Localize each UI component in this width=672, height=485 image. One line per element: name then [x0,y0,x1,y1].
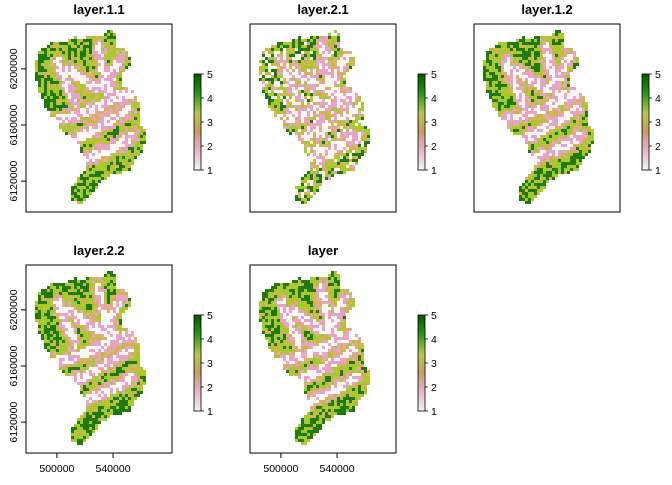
panel-3: layer.1.2 1 2 3 4 5 [474,2,661,212]
legend-label: 5 [207,310,213,322]
legend-label: 2 [655,141,661,153]
legend-label: 1 [207,406,213,418]
legend-label: 2 [207,141,213,153]
legend: 1 2 3 4 5 [642,69,661,177]
y-tick-label: 6120000 [8,161,20,202]
legend: 1 2 3 4 5 [194,69,213,177]
legend-label: 3 [431,358,437,370]
legend-label: 5 [431,69,437,81]
raster-map [35,30,146,204]
panel-title: layer.1.1 [73,2,124,17]
legend-label: 1 [431,165,437,177]
panel-2: layer.2.1 1 2 3 4 5 [250,2,437,212]
panel-1: layer.1.1 6120000 6160000 6200000 1 2 3 4 5 [8,2,213,212]
y-tick-label: 6160000 [8,104,20,145]
legend: 1 2 3 4 5 [418,69,437,177]
legend-label: 5 [207,69,213,81]
legend-label: 3 [207,358,213,370]
panel-4: layer.2.2 6120000 6160000 6200000 500000 5400… [8,243,213,475]
legend-label: 1 [655,165,661,177]
y-tick-label: 6200000 [8,48,20,89]
legend-label: 3 [655,117,661,129]
panel-title: layer.2.2 [73,243,124,258]
legend-label: 3 [431,117,437,129]
legend-label: 4 [207,334,213,346]
legend-label: 4 [655,93,661,105]
legend-label: 2 [431,382,437,394]
legend-label: 2 [431,141,437,153]
legend-label: 2 [207,382,213,394]
x-tick-label: 500000 [39,463,74,475]
legend-label: 4 [431,334,437,346]
panel-5: layer 500000 540000 1 2 3 4 5 [250,243,437,475]
panel-title: layer.2.1 [297,2,348,17]
legend-label: 5 [655,69,661,81]
y-tick-label: 6120000 [8,402,20,443]
raster-map [259,271,370,445]
legend-label: 4 [431,93,437,105]
legend: 1 2 3 4 5 [418,310,437,418]
legend-label: 5 [431,310,437,322]
raster-map [35,271,146,445]
panel-title: layer [308,243,338,258]
legend-label: 1 [431,406,437,418]
x-tick-label: 540000 [320,463,355,475]
y-tick-label: 6200000 [8,289,20,330]
panel-title: layer.1.2 [521,2,572,17]
x-tick-label: 500000 [263,463,298,475]
legend-label: 4 [207,93,213,105]
raster-map [483,30,594,204]
y-tick-label: 6160000 [8,345,20,386]
legend: 1 2 3 4 5 [194,310,213,418]
raster-map [259,30,370,204]
legend-label: 1 [207,165,213,177]
x-tick-label: 540000 [96,463,131,475]
legend-label: 3 [207,117,213,129]
